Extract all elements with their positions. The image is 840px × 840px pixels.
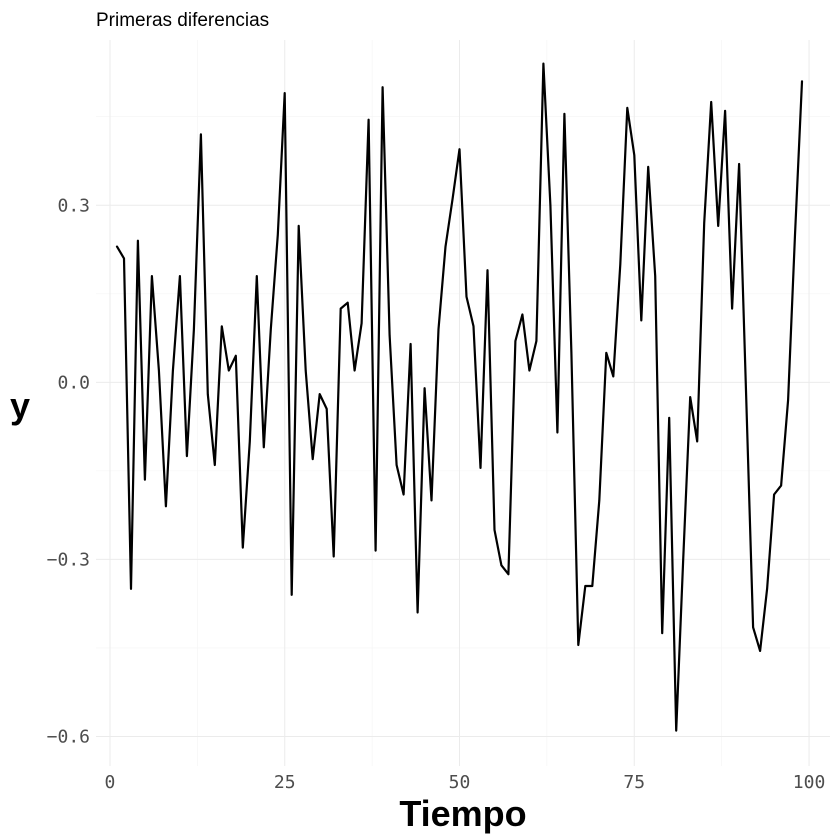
- series-line: [115, 62, 804, 732]
- tick-labels: 0 25 50 75 100 −0.6 −0.3 0.0 0.3: [47, 195, 826, 793]
- x-axis-title: Tiempo: [399, 793, 526, 834]
- x-tick-label: 50: [449, 772, 471, 793]
- y-tick-label: −0.3: [47, 549, 90, 570]
- x-tick-label: 100: [793, 772, 826, 793]
- y-tick-label: 0.3: [57, 195, 90, 216]
- y-axis-title: y: [10, 385, 30, 426]
- x-tick-label: 25: [274, 772, 296, 793]
- x-tick-label: 0: [105, 772, 116, 793]
- chart-title: Primeras diferencias: [96, 10, 269, 31]
- grid: [96, 40, 830, 766]
- y-tick-label: 0.0: [57, 372, 90, 393]
- series-layer: [115, 62, 804, 732]
- y-tick-label: −0.6: [47, 726, 90, 747]
- x-tick-label: 75: [623, 772, 645, 793]
